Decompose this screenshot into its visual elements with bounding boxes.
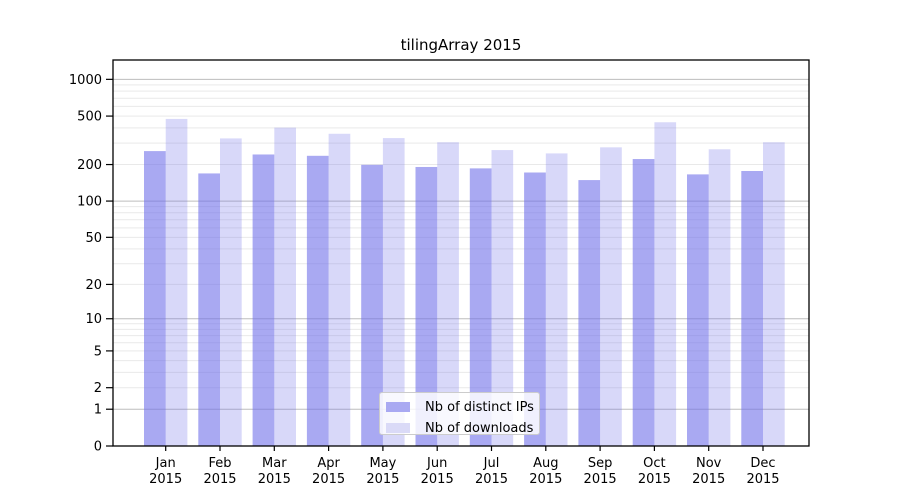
bar-downloads-feb [220,138,242,446]
x-tick-label-month: Dec [750,456,775,471]
bar-downloads-mar [274,127,296,447]
x-tick-label-month: Sep [588,456,613,471]
y-tick-label: 2 [94,381,102,396]
bar-distinct-ips-dec [741,170,763,447]
y-tick-label: 0 [94,440,102,455]
x-tick-label-month: Apr [317,456,340,471]
x-tick-label-year: 2015 [746,472,779,487]
bar-downloads-oct [654,122,677,446]
x-tick-label-year: 2015 [421,472,454,487]
x-tick-label-month: Mar [262,456,287,471]
plot-border [112,59,810,447]
bar-downloads-nov [708,149,731,446]
x-tick-label-month: Aug [533,456,558,471]
bar-distinct-ips-sep [578,180,601,446]
bar-downloads-may [382,138,405,446]
bar-distinct-ips-jun [415,166,438,446]
bar-distinct-ips-jul [469,168,492,446]
x-tick-label-year: 2015 [258,472,291,487]
x-tick-label-year: 2015 [692,472,725,487]
bar-downloads-apr [328,133,351,446]
x-tick-label-year: 2015 [366,472,399,487]
bar-distinct-ips-mar [252,154,275,446]
y-tick-label: 100 [77,195,102,210]
bar-distinct-ips-jan [144,151,166,446]
bar-distinct-ips-aug [524,172,546,446]
y-tick-label: 500 [77,110,102,125]
chart-title: tilingArray 2015 [400,36,522,54]
bar-distinct-ips-nov [687,174,709,447]
bar-distinct-ips-feb [198,173,220,446]
bar-distinct-ips-oct [632,159,655,446]
legend-item-distinct-ips: Nb of distinct IPs [386,399,539,415]
legend-label-downloads: Nb of downloads [425,420,534,436]
x-tick-label-year: 2015 [203,472,236,487]
y-tick-label: 5 [94,344,102,359]
y-tick-label: 200 [77,158,102,173]
x-tick-label-year: 2015 [638,472,671,487]
bar-downloads-jun [437,142,459,446]
bar-downloads-jul [491,150,514,446]
bar-distinct-ips-apr [306,155,329,446]
x-tick-label-month: Oct [643,456,665,471]
y-tick-label: 1000 [69,73,102,88]
x-tick-label-year: 2015 [312,472,345,487]
bar-downloads-jan [165,118,188,446]
y-tick-label: 20 [85,278,102,293]
y-tick-label: 10 [85,312,102,327]
y-tick-label: 1 [94,403,102,418]
x-tick-label-month: Jul [483,456,500,471]
bar-downloads-aug [545,153,568,446]
bar-downloads-dec [763,142,785,446]
x-tick-label-month: Jun [426,456,447,471]
bar-distinct-ips-may [361,164,383,446]
x-tick-label-month: May [369,456,396,471]
x-tick-label-month: Nov [696,456,722,471]
x-tick-label-month: Feb [208,456,231,471]
x-tick-label-year: 2015 [149,472,182,487]
legend-label-distinct-ips: Nb of distinct IPs [425,399,534,415]
legend: Nb of distinct IPs Nb of downloads [379,392,540,436]
legend-swatch-downloads [386,423,410,433]
y-tick-label: 50 [85,231,102,246]
x-tick-label-year: 2015 [475,472,508,487]
x-tick-label-year: 2015 [584,472,617,487]
legend-item-downloads: Nb of downloads [386,420,539,436]
x-tick-label-year: 2015 [529,472,562,487]
legend-swatch-distinct-ips [386,402,410,412]
bar-downloads-sep [600,147,622,447]
x-tick-label-month: Jan [155,456,176,471]
